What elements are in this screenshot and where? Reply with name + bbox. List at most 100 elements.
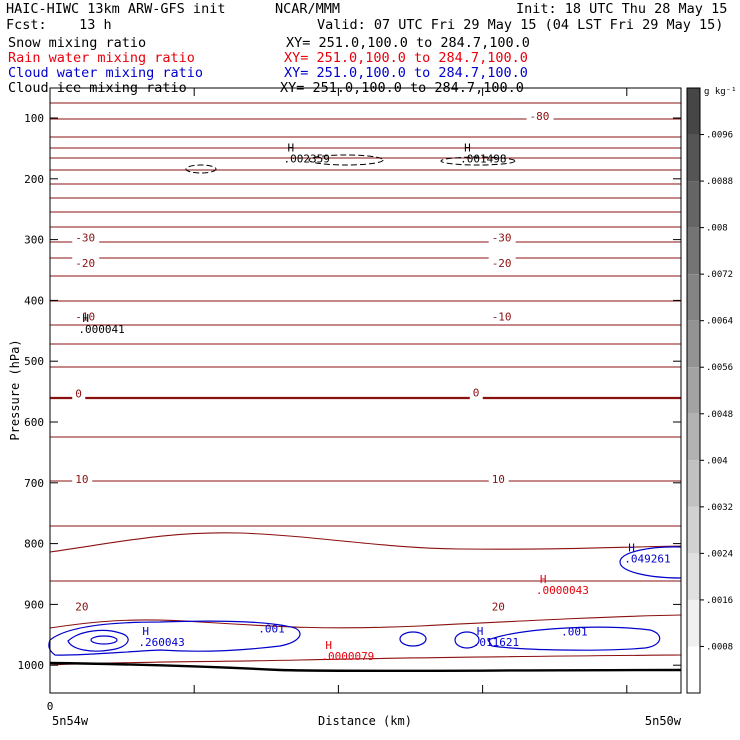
colorbar-swatch (687, 646, 700, 693)
extremum-marker: H (142, 625, 149, 638)
cloud-ice-contour (185, 164, 217, 174)
colorbar-swatch (687, 553, 700, 600)
isotherm-label: -30 (75, 231, 95, 244)
isotherm-label: -20 (75, 257, 95, 270)
colorbar-swatch (687, 506, 700, 554)
isotherm-label: -10 (75, 310, 95, 323)
isotherm-label-bg (72, 256, 100, 270)
isotherm-label-bg (72, 387, 86, 401)
extremum-value: .0000043 (536, 584, 589, 597)
contour-label: .001 (258, 622, 285, 635)
colorbar-label: .0072 (706, 270, 733, 280)
cloud-water-contour (487, 626, 661, 651)
isotherm-label: 20 (75, 600, 88, 613)
extremum-value: .0000079 (321, 650, 374, 663)
isotherm-line (49, 614, 682, 629)
legend-snow-label: Snow mixing ratio (8, 35, 147, 51)
extremum-marker: H (477, 625, 484, 638)
header-fcst: Fcst: 13 h (6, 17, 112, 33)
cloud-water-contour (454, 631, 480, 649)
x-right-endpoint-label: 5n50w (645, 714, 682, 728)
colorbar-label: .0008 (706, 642, 733, 652)
colorbar: .0096 .0088 .008 .0072 .0064 .0056 .0048 .004 .0… (686, 87, 733, 694)
colorbar-swatch (687, 413, 700, 461)
colorbar-swatch (687, 320, 700, 368)
isotherm-label-bg (488, 231, 516, 245)
colorbar-label: .008 (706, 224, 728, 234)
colorbar-swatch (687, 274, 700, 321)
isotherm-label-bg (488, 256, 516, 270)
extremum-value: .011621 (473, 636, 519, 649)
legend-snow-xy: XY= 251.0,100.0 to 284.7,100.0 (286, 35, 530, 51)
extremum-marker: H (628, 542, 635, 555)
colorbar-swatch (687, 134, 700, 182)
x-axis-label: Distance (km) (318, 714, 412, 728)
y-tick-label: 500 (24, 355, 44, 368)
legend-cloud-water-label: Cloud water mixing ratio (8, 65, 204, 81)
y-tick-label: 900 (24, 598, 44, 611)
colorbar-swatch (687, 367, 700, 414)
isotherm-label: -20 (492, 257, 512, 270)
y-tick-label: 100 (24, 112, 44, 125)
header-valid: Valid: 07 UTC Fri 29 May 15 (04 LST Fri … (317, 17, 724, 33)
y-axis-label: Pressure (hPa) (8, 339, 22, 440)
plot-frame (49, 87, 682, 694)
x-left-endpoint-label: 5n54w (52, 714, 89, 728)
isotherm-label: 0 (75, 388, 82, 401)
x-tick-label: 0 (47, 700, 54, 713)
isotherm-label: -80 (530, 110, 550, 123)
isotherm-label-bg (72, 600, 93, 614)
colorbar-swatch (687, 181, 700, 228)
extremum-marker: H (325, 639, 332, 652)
extremum-marker: H (464, 142, 471, 155)
y-tick-label: 600 (24, 416, 44, 429)
header-org: NCAR/MMM (275, 1, 341, 17)
isotherm-line (49, 532, 682, 553)
cloud-water-contour (67, 629, 129, 652)
isotherm-label: 10 (492, 473, 505, 486)
colorbar-label: .004 (706, 456, 728, 466)
isotherm-label-bg (469, 386, 483, 400)
isotherm-label-bg (72, 310, 100, 324)
colorbar-label: .0024 (706, 549, 733, 559)
isotherm-label: 20 (492, 600, 505, 613)
isotherm-label: -10 (492, 310, 512, 323)
legend-rain-label: Rain water mixing ratio (8, 50, 195, 66)
isotherm-label-bg (72, 231, 100, 245)
extremum-marker: H (287, 142, 294, 155)
colorbar-label: .0032 (706, 503, 733, 513)
extremum-value: .049261 (624, 553, 670, 566)
header-title: HAIC-HIWC 13km ARW-GFS init (6, 1, 226, 17)
colorbar-label: .0088 (706, 177, 733, 187)
cloud-water-contour (48, 620, 301, 656)
extremum-marker: H (540, 573, 547, 586)
colorbar-swatch (687, 460, 700, 507)
y-tick-label: 200 (24, 173, 44, 186)
legend-rain-xy: XY= 251.0,100.0 to 284.7,100.0 (284, 50, 528, 66)
colorbar-swatch (687, 227, 700, 275)
isotherm-label: -30 (492, 231, 512, 244)
isotherm-label-bg (526, 109, 554, 123)
header-init: Init: 18 UTC Thu 28 May 15 (516, 1, 728, 17)
colorbar-swatch (687, 88, 700, 135)
cloud-water-contour (619, 546, 682, 579)
temperature-isotherms (49, 102, 682, 673)
contour-label: .001 (561, 625, 588, 638)
y-tick-label: 400 (24, 294, 44, 307)
isotherm-label-bg (488, 472, 509, 486)
isotherm-label-bg (72, 472, 93, 486)
y-tick-label: 300 (24, 234, 44, 247)
cloud-ice-contour (308, 154, 384, 166)
terrain-surface-line (49, 661, 682, 673)
colorbar-label: .0064 (706, 317, 733, 327)
isotherm-label: 0 (473, 386, 480, 399)
y-tick-label: 700 (24, 477, 44, 490)
colorbar-frame (686, 87, 701, 694)
cloud-water-contour (90, 635, 118, 645)
isotherm-label-bg (488, 600, 509, 614)
extremum-value: .001498 (460, 153, 506, 166)
colorbar-label: .0048 (706, 410, 733, 420)
colorbar-label: .0056 (706, 363, 733, 373)
